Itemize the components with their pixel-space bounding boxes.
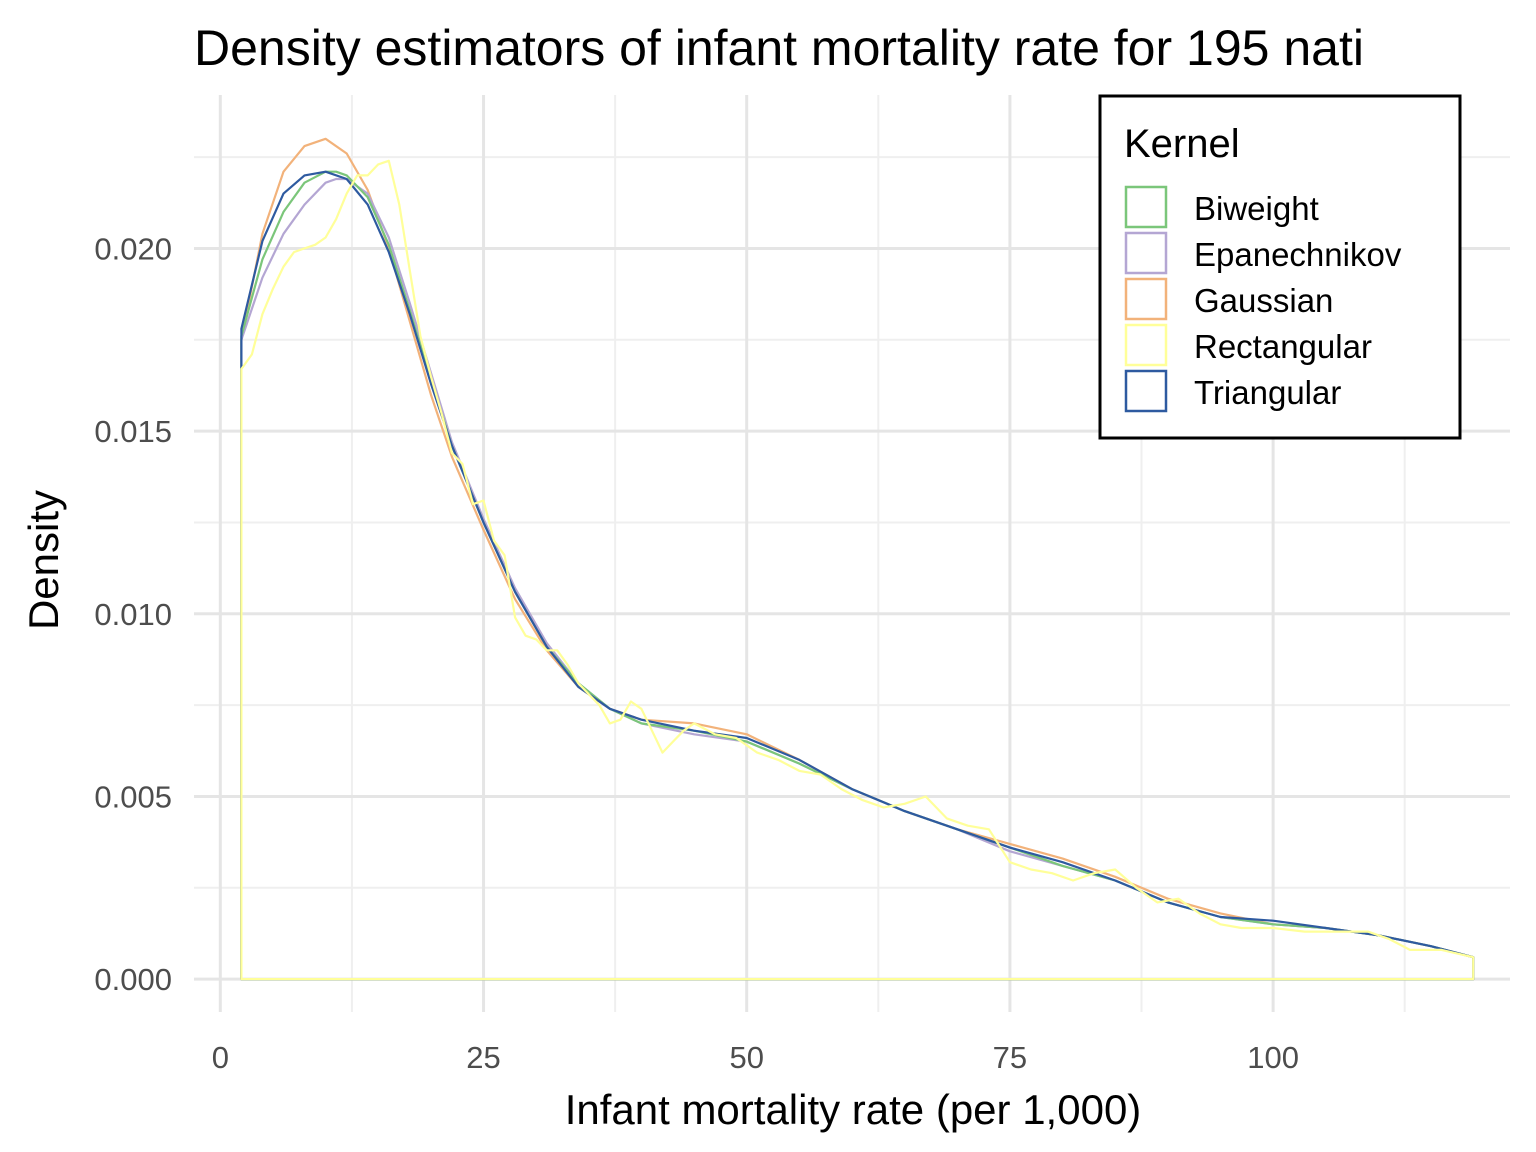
x-tick-label: 50 bbox=[729, 1040, 763, 1075]
x-tick-label: 75 bbox=[993, 1040, 1027, 1075]
legend-label-rectangular: Rectangular bbox=[1194, 328, 1372, 365]
x-tick-label: 100 bbox=[1247, 1040, 1299, 1075]
legend-title: Kernel bbox=[1124, 122, 1240, 166]
grid-lines bbox=[194, 95, 1510, 1012]
chart-title: Density estimators of infant mortality r… bbox=[194, 20, 1364, 76]
legend-label-triangular: Triangular bbox=[1194, 374, 1341, 411]
legend-key-rectangular bbox=[1124, 323, 1168, 367]
tick-labels: 0 25 50 75 100 0.000 0.005 0.010 0.015 0.020 bbox=[94, 231, 1299, 1075]
x-tick-label: 0 bbox=[212, 1040, 229, 1075]
legend-key-biweight bbox=[1124, 185, 1168, 229]
legend-label-gaussian: Gaussian bbox=[1194, 282, 1333, 319]
legend-entries: Biweight Epanechnikov Gaussian Rectangular T… bbox=[1124, 185, 1402, 413]
legend-key-triangular bbox=[1124, 369, 1168, 413]
legend-key-epanechnikov bbox=[1124, 231, 1168, 275]
legend-label-biweight: Biweight bbox=[1194, 190, 1319, 227]
y-tick-label: 0.005 bbox=[94, 779, 172, 814]
y-tick-label: 0.000 bbox=[94, 962, 172, 997]
y-axis-title: Density bbox=[20, 490, 67, 630]
y-tick-label: 0.015 bbox=[94, 414, 172, 449]
series-rectangular-line bbox=[240, 159, 1475, 981]
series-biweight-line bbox=[240, 170, 1475, 981]
legend-key-gaussian bbox=[1124, 277, 1168, 321]
x-axis-title: Infant mortality rate (per 1,000) bbox=[565, 1086, 1142, 1133]
legend: Kernel Biweight Epanechnikov Gaussian Recta… bbox=[1098, 94, 1462, 440]
series-triangular-line bbox=[240, 170, 1475, 981]
series-lines bbox=[240, 137, 1475, 981]
legend-label-epanechnikov: Epanechnikov bbox=[1194, 236, 1402, 273]
x-tick-label: 25 bbox=[466, 1040, 500, 1075]
y-tick-label: 0.020 bbox=[94, 231, 172, 266]
y-tick-label: 0.010 bbox=[94, 597, 172, 632]
